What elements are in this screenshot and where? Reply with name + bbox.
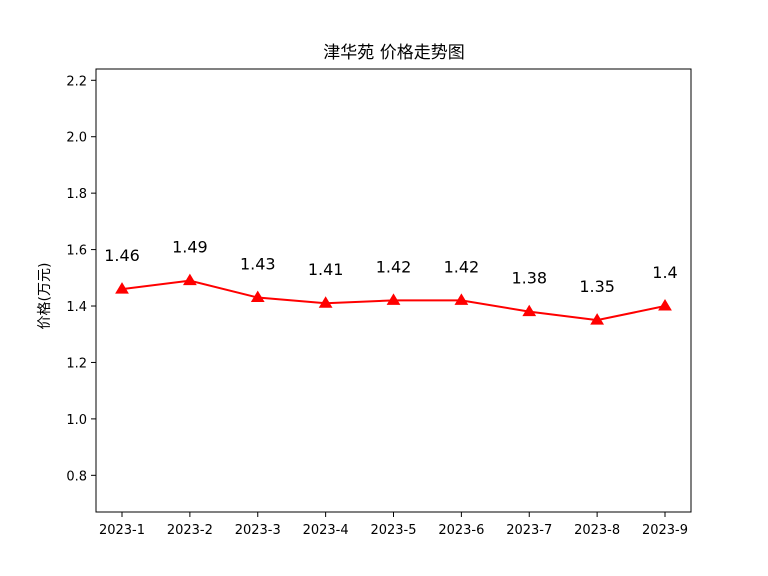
data-label: 1.49: [172, 238, 208, 257]
y-axis-label: 价格(万元): [37, 263, 53, 330]
y-tick-label: 2.0: [66, 131, 87, 146]
data-point-marker: [454, 293, 469, 305]
y-tick-label: 1.8: [66, 187, 87, 202]
y-tick-label: 1.0: [66, 413, 87, 428]
x-tick-label: 2023-7: [506, 523, 552, 538]
data-point-marker: [590, 313, 605, 325]
x-tick-label: 2023-6: [438, 523, 484, 538]
data-label: 1.35: [579, 277, 615, 296]
y-tick-label: 2.2: [66, 74, 87, 89]
data-point-marker: [386, 293, 401, 305]
x-tick-label: 2023-4: [303, 523, 349, 538]
y-tick-label: 1.4: [66, 300, 87, 315]
data-label: 1.4: [652, 263, 677, 282]
data-point-marker: [115, 282, 129, 294]
x-tick-label: 2023-5: [370, 523, 416, 538]
x-tick-label: 2023-2: [167, 523, 213, 538]
plot-area: 2023-1 2023-2 2023-3 2023-4 2023-5 2023-6 2023…: [66, 74, 688, 538]
data-label: 1.46: [104, 246, 140, 265]
y-tick-label: 1.6: [66, 244, 87, 259]
x-tick-label: 2023-9: [642, 523, 688, 538]
x-tick-label: 2023-3: [235, 523, 281, 538]
data-label: 1.43: [240, 255, 276, 274]
chart-title: 津华苑 价格走势图: [323, 43, 464, 63]
y-tick-label: 0.8: [66, 469, 87, 484]
data-point-marker: [318, 296, 333, 308]
data-label: 1.42: [376, 257, 412, 276]
data-point-marker: [182, 273, 197, 286]
x-tick-label: 2023-1: [99, 523, 145, 538]
data-point-marker: [250, 290, 265, 303]
x-tick-label: 2023-8: [574, 523, 620, 538]
data-label: 1.41: [308, 260, 344, 279]
data-point-marker: [522, 304, 537, 317]
data-label: 1.38: [511, 269, 547, 288]
plot-frame: [95, 68, 692, 513]
y-tick-label: 1.2: [66, 356, 87, 371]
data-label: 1.42: [444, 257, 480, 276]
data-point-marker: [658, 299, 672, 311]
